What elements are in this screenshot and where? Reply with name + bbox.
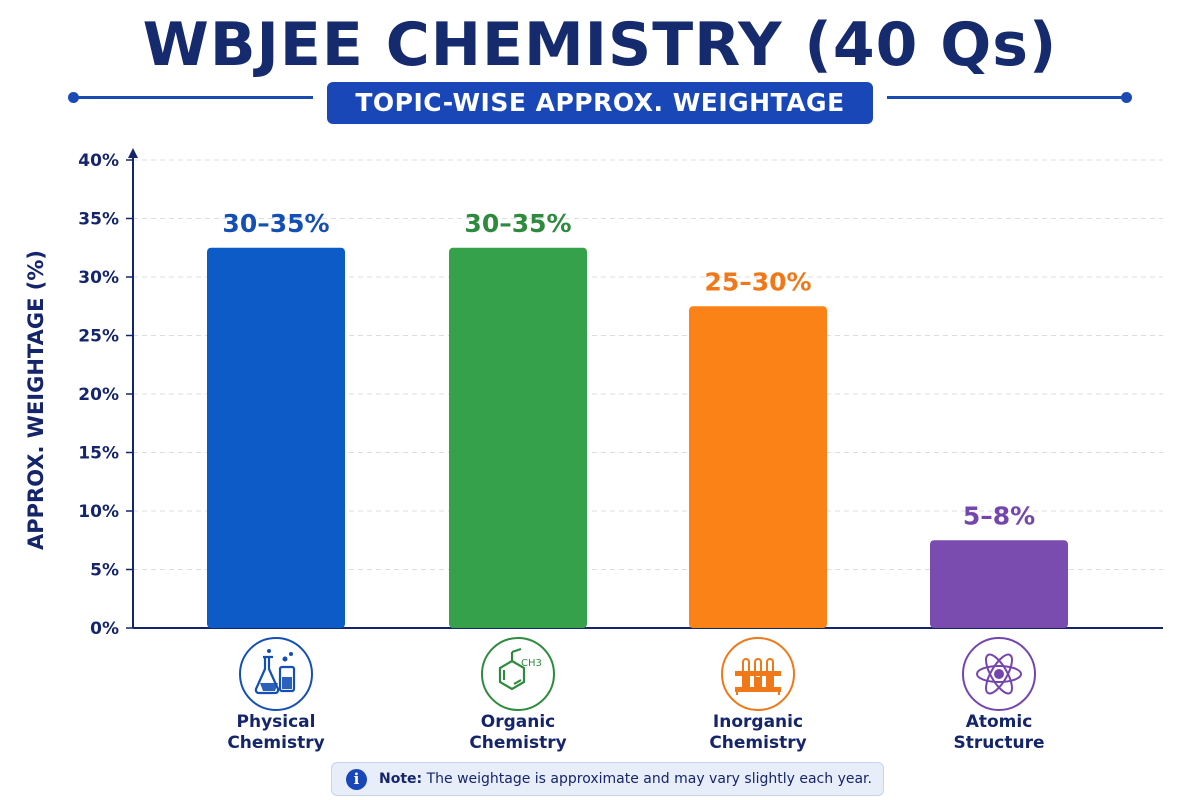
bar — [207, 247, 345, 628]
data-label: 25–30% — [704, 267, 811, 296]
footnote: i Note: The weightage is approximate and… — [331, 762, 884, 796]
subtitle-rule-right — [887, 96, 1127, 99]
x-tick-label: Physical Chemistry — [176, 712, 376, 754]
atom-icon — [962, 637, 1036, 711]
bar — [930, 540, 1068, 628]
x-tick-label: Inorganic Chemistry — [658, 712, 858, 754]
test-tube-rack-icon — [721, 637, 795, 711]
footnote-prefix: Note: — [379, 771, 423, 787]
x-tick-label-line: Physical — [236, 712, 316, 732]
lab-flask-icon — [239, 637, 313, 711]
y-axis-title: APPROX. WEIGHTAGE (%) — [24, 250, 48, 550]
footnote-text: Note: The weightage is approximate and m… — [379, 763, 872, 796]
svg-text:CH3: CH3 — [521, 658, 542, 669]
x-tick-label-line: Atomic — [965, 712, 1033, 732]
y-tick-label: 5% — [90, 561, 119, 581]
y-tick-label: 0% — [90, 619, 119, 639]
x-tick-label-line: Chemistry — [709, 733, 807, 753]
toluene-molecule-icon: CH3 — [481, 637, 555, 711]
y-tick-label: 30% — [78, 268, 119, 288]
x-tick-label: Organic Chemistry — [418, 712, 618, 754]
y-tick-label: 20% — [78, 385, 119, 405]
x-tick-label-line: Chemistry — [227, 733, 325, 753]
data-label: 30–35% — [464, 209, 571, 238]
subtitle-rule-left — [75, 96, 313, 99]
subtitle-row: TOPIC-WISE APPROX. WEIGHTAGE — [0, 82, 1200, 124]
chart-title: WBJEE CHEMISTRY (40 Qs) — [142, 10, 1058, 80]
subtitle-dot-left — [68, 92, 79, 103]
y-tick-label: 40% — [78, 151, 119, 171]
bar — [449, 247, 587, 628]
x-tick-label-line: Chemistry — [469, 733, 567, 753]
y-axis-arrow — [128, 148, 138, 158]
y-tick-label: 25% — [78, 327, 119, 347]
bar — [689, 306, 827, 628]
y-tick-label: 15% — [78, 444, 119, 464]
subtitle-dot-right — [1121, 92, 1132, 103]
x-tick-label: Atomic Structure — [899, 712, 1099, 754]
data-label: 30–35% — [222, 209, 329, 238]
x-tick-label-line: Structure — [953, 733, 1045, 753]
x-tick-label-line: Inorganic — [712, 712, 804, 732]
y-tick-label: 10% — [78, 502, 119, 522]
data-label: 5–8% — [963, 501, 1035, 530]
chart-subtitle: TOPIC-WISE APPROX. WEIGHTAGE — [327, 82, 873, 124]
footnote-body: The weightage is approximate and may var… — [422, 771, 872, 787]
info-icon: i — [346, 769, 367, 790]
y-tick-label: 35% — [78, 210, 119, 230]
x-tick-label-line: Organic — [480, 712, 556, 732]
